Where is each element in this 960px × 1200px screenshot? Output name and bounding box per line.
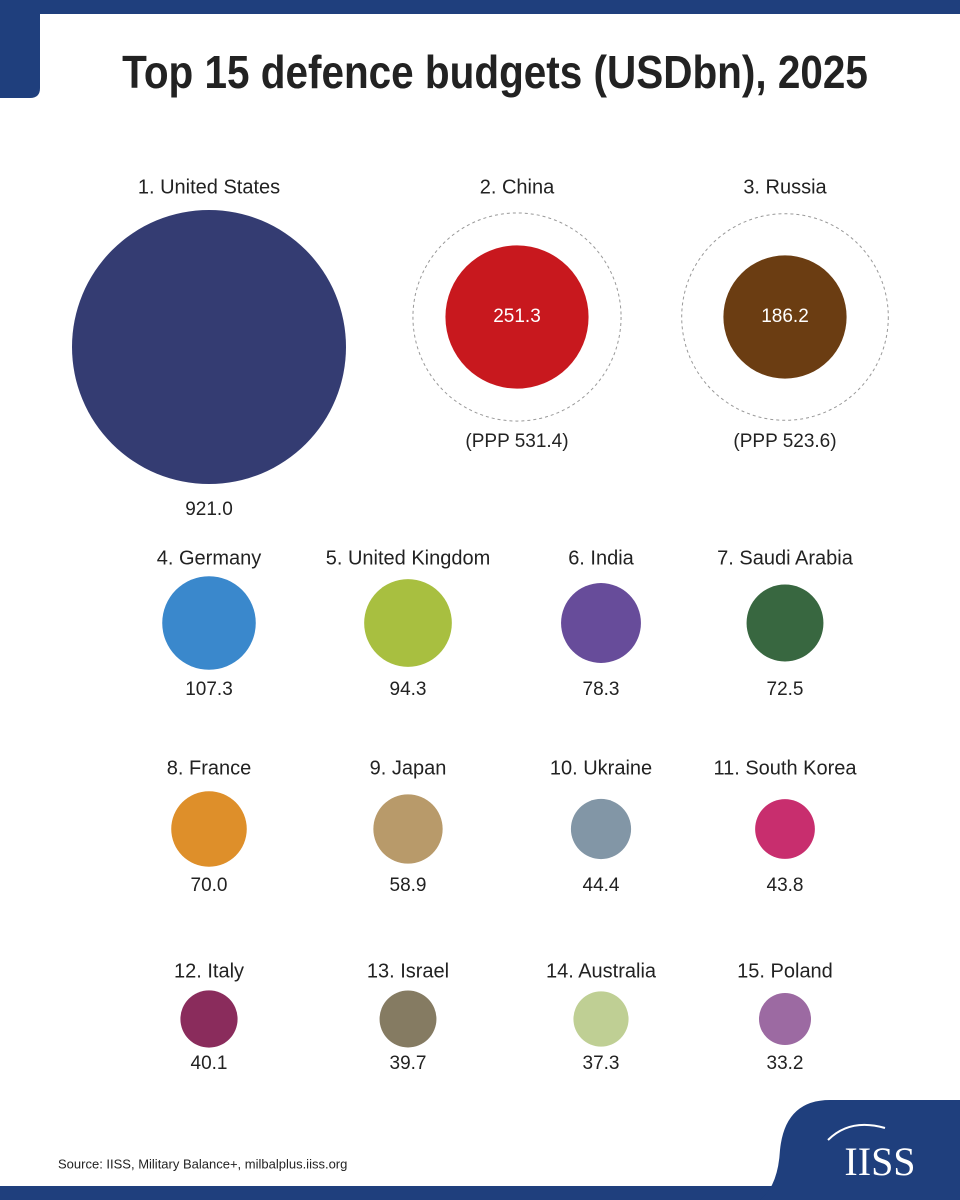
- logo-swoosh: [827, 1123, 886, 1141]
- value-label: 186.2: [761, 306, 809, 327]
- bubble: [180, 990, 238, 1048]
- bottom-bar: [0, 1186, 960, 1200]
- category-label: 13. Israel: [367, 960, 449, 982]
- bubble: [373, 794, 443, 864]
- bubble: [570, 798, 632, 860]
- corner-tab: [0, 0, 40, 98]
- chart-title: Top 15 defence budgets (USDbn), 2025: [122, 48, 868, 99]
- source: Source: IISS, Military Balance+, milbalp…: [58, 1156, 347, 1171]
- value-label: 43.8: [767, 875, 804, 896]
- category-label: 4. Germany: [157, 547, 261, 569]
- value-label: 40.1: [191, 1053, 228, 1074]
- value-label: 72.5: [767, 679, 804, 700]
- category-label: 15. Poland: [737, 960, 833, 982]
- category-label: 5. United Kingdom: [326, 547, 491, 569]
- category-label: 8. France: [167, 757, 251, 779]
- top-bar: [0, 0, 960, 14]
- value-label: 37.3: [583, 1053, 620, 1074]
- bubble: [364, 579, 452, 667]
- category-label: 1. United States: [138, 176, 280, 198]
- category-label: 9. Japan: [370, 757, 447, 779]
- value-label: 33.2: [767, 1053, 804, 1074]
- logo-panel: [760, 1100, 960, 1200]
- value-label: 70.0: [191, 875, 228, 896]
- bubble: [746, 584, 824, 662]
- value-label: 251.3: [493, 306, 541, 327]
- category-label: 14. Australia: [546, 960, 657, 982]
- value-label: 44.4: [583, 875, 620, 896]
- bubble: [72, 210, 346, 484]
- bubble: [162, 576, 256, 670]
- ppp-circle: [681, 213, 889, 421]
- bubble: [379, 990, 437, 1048]
- bubble: [445, 245, 589, 389]
- value-label: 94.3: [390, 679, 427, 700]
- bubble: [723, 255, 847, 379]
- logo: IISS: [844, 1139, 915, 1184]
- ppp-circle: [412, 212, 622, 422]
- value-label: 58.9: [390, 875, 427, 896]
- category-label: 12. Italy: [174, 960, 244, 982]
- ppp-label: (PPP 523.6): [733, 431, 836, 452]
- value-label: 78.3: [583, 679, 620, 700]
- value-label: 921.0: [185, 499, 233, 520]
- bubble: [573, 991, 629, 1047]
- bubble: [171, 791, 247, 867]
- category-label: 3. Russia: [743, 176, 827, 198]
- bubble: [758, 992, 812, 1046]
- ppp-label: (PPP 531.4): [465, 431, 568, 452]
- value-label: 107.3: [185, 679, 233, 700]
- bubble: [561, 583, 641, 663]
- category-label: 11. South Korea: [713, 757, 857, 779]
- category-label: 6. India: [568, 547, 634, 569]
- category-label: 10. Ukraine: [550, 757, 652, 779]
- category-label: 7. Saudi Arabia: [717, 547, 854, 569]
- value-label: 39.7: [390, 1053, 427, 1074]
- category-label: 2. China: [480, 176, 555, 198]
- bubble: [755, 799, 815, 859]
